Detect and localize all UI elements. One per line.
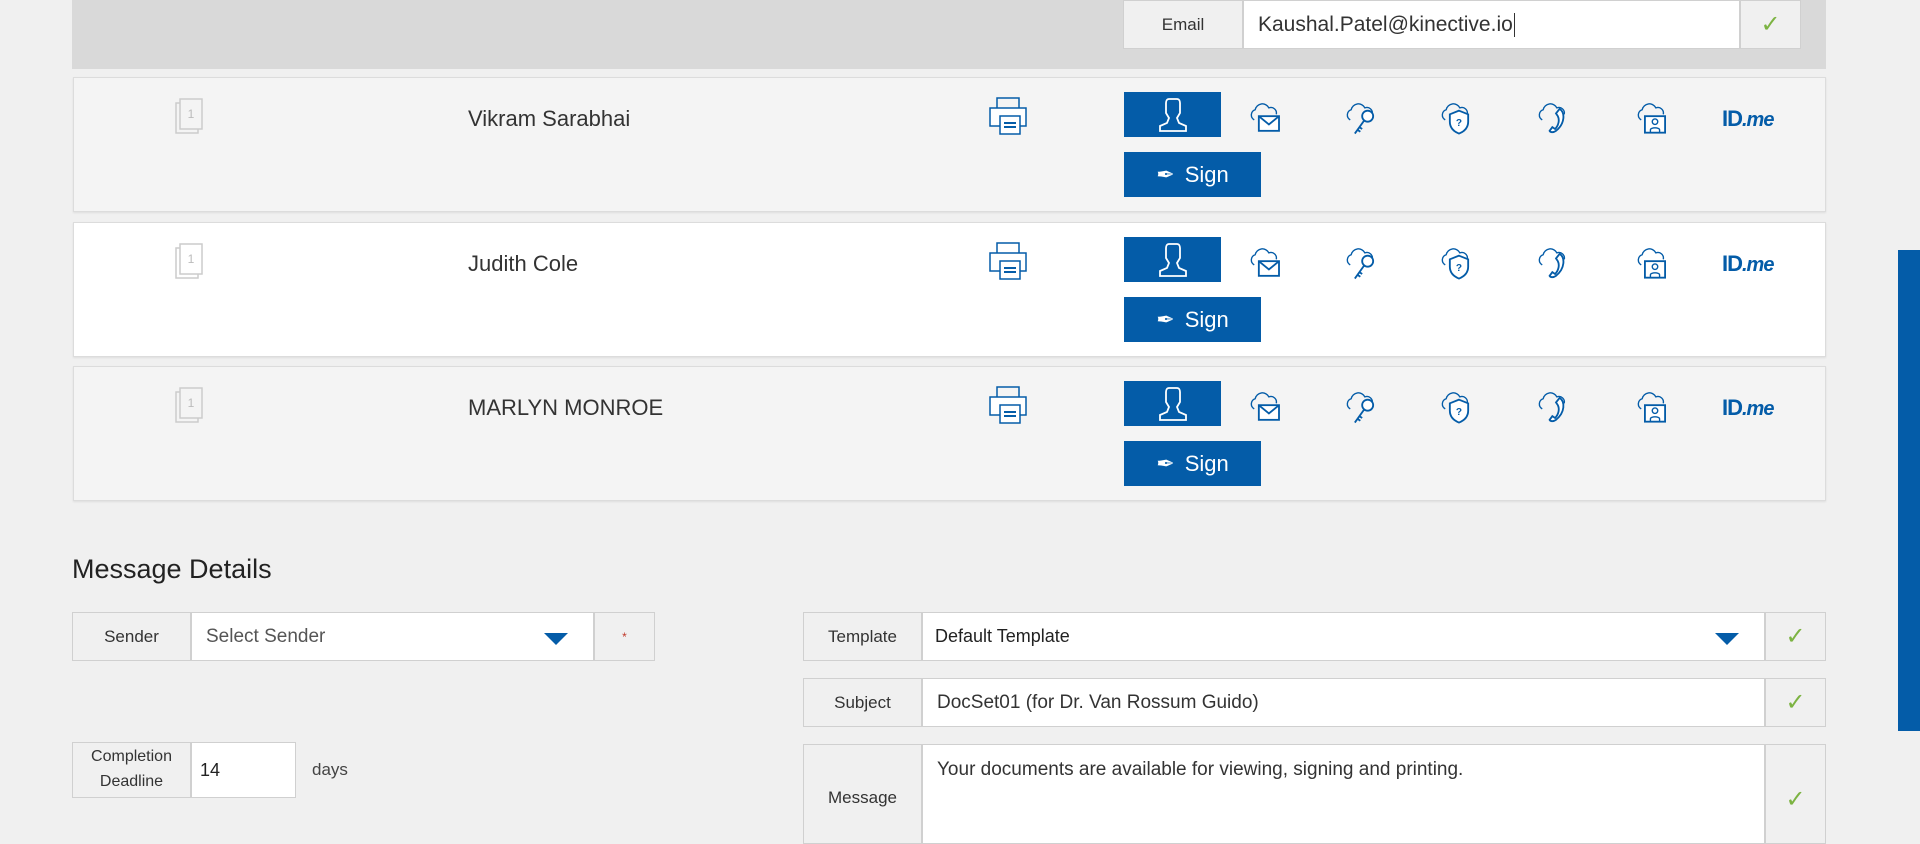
section-title: Message Details	[72, 554, 272, 584]
deadline-label: Completion Deadline	[72, 742, 191, 798]
document-count: 1	[188, 396, 195, 410]
email-input[interactable]: Kaushal.Patel@kinective.io	[1243, 0, 1740, 49]
cloud-email-icon[interactable]	[1246, 385, 1290, 429]
chevron-down-icon	[1715, 633, 1739, 645]
sign-label: Sign	[1184, 161, 1229, 187]
cloud-security-question-icon[interactable]: ?	[1437, 241, 1481, 285]
signer-name: MARLYN MONROE	[468, 395, 664, 420]
template-select[interactable]: Default Template	[922, 612, 1765, 661]
cloud-security-question-icon[interactable]: ?	[1437, 385, 1481, 429]
sign-button[interactable]: ✒ Sign	[1124, 152, 1261, 197]
signer-row: 1 Judith Cole ✒ Sign? ID.me	[73, 222, 1826, 357]
check-icon: ✓	[1765, 612, 1826, 661]
document-count: 1	[188, 107, 195, 121]
signer-name: Judith Cole	[468, 251, 579, 276]
cloud-key-icon[interactable]	[1342, 385, 1386, 429]
idme-icon[interactable]: ID.me	[1722, 106, 1774, 131]
email-label: Email	[1123, 0, 1243, 49]
subject-value: DocSet01 (for Dr. Van Rossum Guido)	[937, 691, 1259, 713]
deadline-value: 14	[200, 759, 221, 780]
idme-icon[interactable]: ID.me	[1722, 395, 1774, 420]
cloud-id-photo-icon[interactable]	[1633, 385, 1677, 429]
document-count: 1	[188, 252, 195, 266]
signer-name: Vikram Sarabhai	[468, 106, 631, 131]
signer-row: 1 Vikram Sarabhai ✒ Sign? ID.me	[73, 77, 1826, 212]
deadline-unit: days	[312, 760, 348, 779]
cloud-phone-icon[interactable]	[1534, 96, 1578, 140]
sender-label: Sender	[72, 612, 191, 661]
person-auth-icon	[1158, 97, 1187, 132]
message-label: Message	[803, 744, 922, 844]
person-auth-button[interactable]	[1124, 92, 1221, 137]
template-value: Default Template	[935, 626, 1070, 646]
idme-icon[interactable]: ID.me	[1722, 251, 1774, 276]
quill-pen-icon: ✒	[1156, 161, 1175, 187]
svg-text:?: ?	[1456, 118, 1462, 129]
sender-placeholder: Select Sender	[206, 625, 326, 647]
check-icon: ✓	[1765, 744, 1826, 844]
sender-select[interactable]: Select Sender	[191, 612, 594, 661]
person-auth-button[interactable]	[1124, 237, 1221, 282]
quill-pen-icon: ✒	[1156, 306, 1175, 332]
message-value: Your documents are available for viewing…	[937, 759, 1464, 780]
cloud-key-icon[interactable]	[1342, 96, 1386, 140]
required-mark: *	[594, 612, 655, 661]
document-count-icon[interactable]: 1	[175, 98, 205, 134]
sign-button[interactable]: ✒ Sign	[1124, 441, 1261, 486]
quill-pen-icon: ✒	[1156, 450, 1175, 476]
cloud-id-photo-icon[interactable]	[1633, 96, 1677, 140]
signer-row: 1 MARLYN MONROE ✒ Sign? ID.me	[73, 366, 1826, 501]
deadline-input[interactable]: 14	[191, 742, 296, 798]
cloud-email-icon[interactable]	[1246, 96, 1290, 140]
printer-icon[interactable]	[988, 96, 1028, 136]
message-textarea[interactable]: Your documents are available for viewing…	[922, 744, 1765, 844]
scrollbar-thumb[interactable]	[1898, 250, 1920, 731]
cloud-phone-icon[interactable]	[1534, 385, 1578, 429]
sign-button[interactable]: ✒ Sign	[1124, 297, 1261, 342]
email-value: Kaushal.Patel@kinective.io	[1258, 12, 1513, 36]
person-auth-button[interactable]	[1124, 381, 1221, 426]
cloud-email-icon[interactable]	[1246, 241, 1290, 285]
cloud-id-photo-icon[interactable]	[1633, 241, 1677, 285]
document-count-icon[interactable]: 1	[175, 387, 205, 423]
text-cursor	[1513, 12, 1515, 37]
printer-icon[interactable]	[988, 241, 1028, 281]
person-auth-icon	[1158, 386, 1187, 421]
svg-text:?: ?	[1456, 263, 1462, 274]
cloud-key-icon[interactable]	[1342, 241, 1386, 285]
document-count-icon[interactable]: 1	[175, 243, 205, 279]
cloud-phone-icon[interactable]	[1534, 241, 1578, 285]
check-icon: ✓	[1765, 678, 1826, 727]
sign-label: Sign	[1184, 306, 1229, 332]
person-auth-icon	[1158, 242, 1187, 277]
check-icon: ✓	[1740, 0, 1801, 49]
printer-icon[interactable]	[988, 385, 1028, 425]
chevron-down-icon	[544, 633, 568, 645]
svg-text:?: ?	[1456, 407, 1462, 418]
template-label: Template	[803, 612, 922, 661]
subject-label: Subject	[803, 678, 922, 727]
sign-label: Sign	[1184, 450, 1229, 476]
cloud-security-question-icon[interactable]: ?	[1437, 96, 1481, 140]
subject-input[interactable]: DocSet01 (for Dr. Van Rossum Guido)	[922, 678, 1765, 727]
